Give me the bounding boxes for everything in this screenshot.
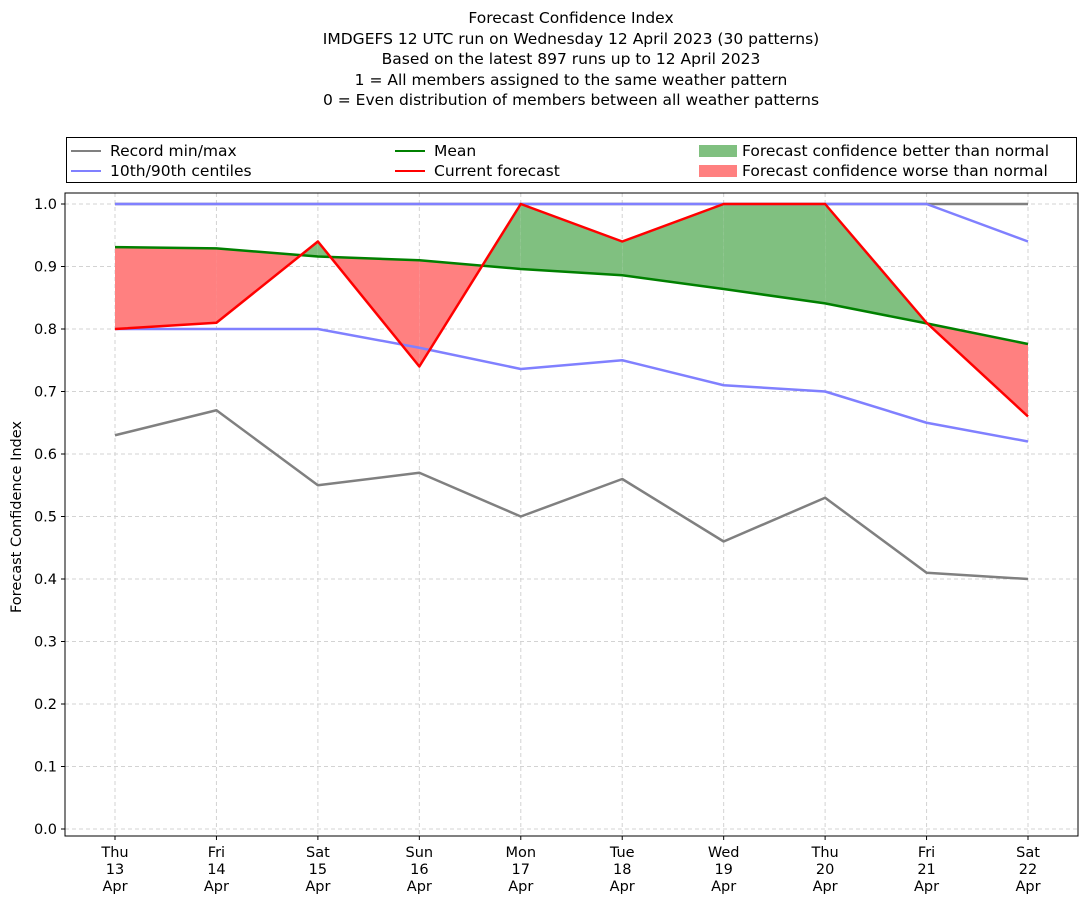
x-tick-label: Thu [100, 845, 128, 861]
legend-label-better: Forecast confidence better than normal [742, 142, 1050, 160]
series-lines [114, 202, 1029, 581]
x-tick-label: Mon [505, 845, 536, 861]
x-tick-label: Apr [914, 879, 939, 895]
x-tick-label: Sat [1016, 845, 1040, 861]
x-tick-label: 19 [714, 862, 732, 878]
x-tick-label: Apr [813, 879, 838, 895]
x-tick-label: 13 [106, 862, 124, 878]
legend-label-mean: Mean [434, 142, 477, 160]
legend-label-current: Current forecast [434, 162, 560, 180]
y-tick-label: 0.2 [34, 697, 57, 713]
x-tick-label: 20 [816, 862, 834, 878]
title-line: 0 = Even distribution of members between… [322, 91, 820, 110]
x-tick-label: 18 [613, 862, 631, 878]
series-line-current-forecast [114, 202, 1029, 418]
title-line: Based on the latest 897 runs up to 12 Ap… [381, 50, 761, 69]
legend-label-worse: Forecast confidence worse than normal [742, 162, 1048, 180]
y-tick-label: 0.9 [34, 260, 57, 276]
title-line: IMDGEFS 12 UTC run on Wednesday 12 April… [322, 29, 820, 48]
legend-swatch-record [71, 150, 101, 152]
y-axis-label: Forecast Confidence Index [9, 421, 25, 613]
x-tick-label: Fri [918, 845, 935, 861]
x-tick-label: Thu [810, 845, 838, 861]
y-tick-label: 0.3 [34, 635, 57, 651]
legend-swatch-better [699, 145, 737, 157]
x-tick-label: Apr [711, 879, 736, 895]
x-tick-label: 15 [309, 862, 327, 878]
series-line-mean [114, 245, 1029, 346]
fill-better-than-normal [622, 204, 724, 289]
legend-swatch-current [395, 170, 425, 172]
y-tick-label: 1.0 [34, 197, 57, 213]
y-tick-label: 0.4 [34, 572, 57, 588]
x-tick-label: Tue [609, 845, 635, 861]
y-tick-label: 0.5 [34, 510, 57, 526]
legend-label-record: Record min/max [110, 142, 237, 160]
x-tick-label: Sat [306, 845, 330, 861]
x-tick-label: 17 [512, 862, 530, 878]
x-tick-label: Apr [610, 879, 635, 895]
x-axis: Thu13AprFri14AprSat15AprSun16AprMon17Apr… [100, 836, 1041, 895]
series-line-record-min [114, 409, 1029, 581]
x-tick-label: Fri [208, 845, 225, 861]
title-line: 1 = All members assigned to the same wea… [354, 70, 788, 89]
y-tick-label: 0.6 [34, 447, 57, 463]
fill-worse-than-normal [115, 247, 217, 329]
y-tick-label: 0.0 [34, 822, 57, 838]
series-line-90th-centile [115, 202, 1029, 243]
x-tick-label: Apr [305, 879, 330, 895]
chart-title: Forecast Confidence Index IMDGEFS 12 UTC… [0, 8, 1092, 111]
y-tick-label: 0.7 [34, 385, 57, 401]
legend-item-worse: Forecast confidence worse than normal [699, 161, 1048, 181]
y-axis: 0.0 0.1 0.2 0.3 0.4 0.5 0.6 0.7 0.8 0.9 1.0 [34, 197, 65, 838]
x-tick-label: Sun [406, 845, 434, 861]
x-tick-label: Apr [407, 879, 432, 895]
legend-label-centiles: 10th/90th centiles [110, 162, 252, 180]
y-tick-label: 0.8 [34, 322, 57, 338]
legend-item-centiles: 10th/90th centiles [71, 161, 252, 181]
plot-frame [64, 192, 1079, 837]
legend-item-record: Record min/max [71, 141, 237, 161]
x-tick-label: 16 [410, 862, 428, 878]
fill-worse-than-normal [216, 248, 301, 323]
x-tick-label: Apr [1015, 879, 1040, 895]
legend-item-mean: Mean [395, 141, 476, 161]
legend-item-current: Current forecast [395, 161, 560, 181]
fill-better-than-normal [520, 204, 623, 276]
confidence-fills [115, 204, 1028, 417]
y-tick-label: 0.1 [34, 760, 57, 776]
x-tick-label: Wed [708, 845, 740, 861]
title-line: Forecast Confidence Index [468, 9, 674, 27]
x-tick-label: 21 [917, 862, 935, 878]
fill-better-than-normal [723, 204, 826, 304]
x-tick-label: 14 [207, 862, 225, 878]
legend-swatch-mean [395, 150, 425, 152]
legend-swatch-centiles [71, 170, 101, 172]
series-line-10th-centile [115, 327, 1029, 443]
legend-item-better: Forecast confidence better than normal [699, 141, 1049, 161]
x-tick-label: Apr [204, 879, 229, 895]
legend-swatch-worse [699, 165, 737, 177]
x-tick-label: 22 [1019, 862, 1037, 878]
legend: Record min/max 10th/90th centiles Mean C… [66, 137, 1077, 183]
x-tick-label: Apr [102, 879, 127, 895]
x-tick-label: Apr [508, 879, 533, 895]
